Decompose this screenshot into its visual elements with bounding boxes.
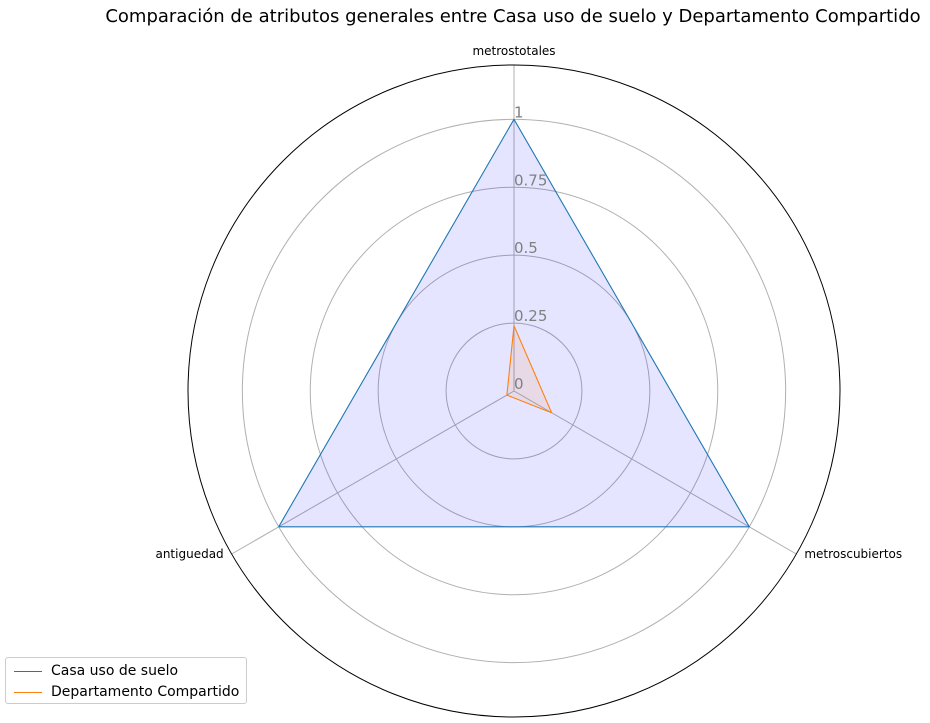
series-fill-0: [278, 119, 750, 527]
legend-label-departamento: Departamento Compartido: [51, 684, 240, 700]
axis-label-metroscubiertos: metroscubiertos: [804, 547, 902, 561]
axis-label-antiguedad: antiguedad: [155, 547, 223, 561]
axis-label-metrostotales: metrostotales: [472, 44, 555, 58]
r-tick-label-4: 1: [514, 103, 524, 121]
label-layer: 0 0.25 0.5 0.75 1 metrostotales metroscubierto…: [155, 44, 902, 561]
grid-layer: [187, 64, 841, 718]
legend-item-casa: Casa uso de suelo: [14, 661, 178, 681]
legend-swatch-casa: [14, 670, 42, 672]
series-fill-1: [506, 325, 552, 413]
legend: Casa uso de suelo Departamento Compartid…: [5, 657, 247, 704]
series-line-1: [506, 325, 553, 414]
r-tick-label-0: 0: [514, 375, 524, 393]
series-layer: [278, 118, 750, 528]
legend-swatch-departamento: [14, 691, 42, 693]
r-tick-label-2: 0.5: [514, 239, 538, 257]
r-tick-label-1: 0.25: [514, 307, 547, 325]
r-tick-label-3: 0.75: [514, 171, 547, 189]
legend-item-departamento: Departamento Compartido: [14, 682, 239, 702]
legend-label-casa: Casa uso de suelo: [51, 663, 179, 679]
outer-circle: [187, 64, 841, 718]
series-line-0: [278, 118, 750, 528]
chart-title: Comparación de atributos generales entre…: [105, 6, 920, 27]
